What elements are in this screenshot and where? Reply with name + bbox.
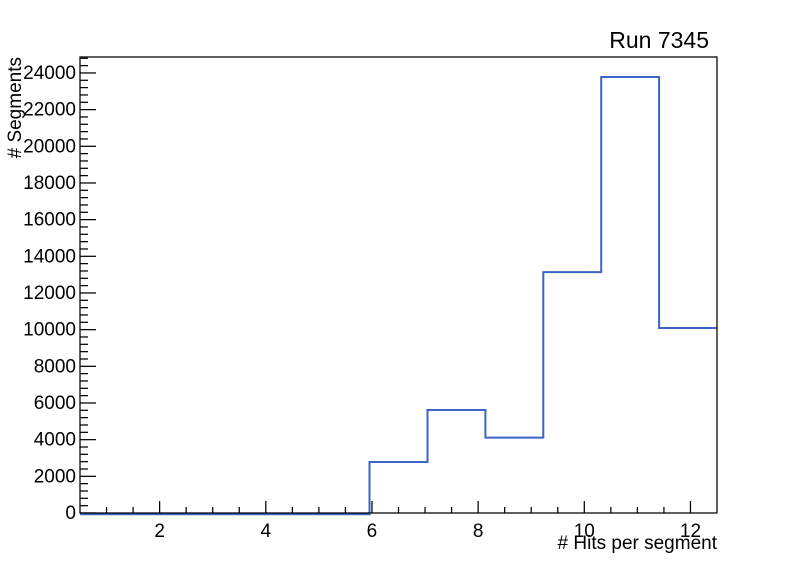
x-axis-title: # Hits per segment <box>558 533 718 554</box>
y-tick-label: 2000 <box>34 466 76 487</box>
y-axis-title: # Segments <box>5 57 26 158</box>
y-tick-label: 0 <box>65 503 76 524</box>
y-tick-label: 12000 <box>23 283 76 304</box>
y-tick-label: 8000 <box>34 356 76 377</box>
y-tick-label: 18000 <box>23 173 76 194</box>
y-tick-label: 10000 <box>23 320 76 341</box>
y-tick-label: 4000 <box>34 430 76 451</box>
x-tick-label: 12 <box>680 521 701 542</box>
x-tick-label: 2 <box>154 521 165 542</box>
y-tick-label: 14000 <box>23 246 76 267</box>
y-tick-label: 6000 <box>34 393 76 414</box>
y-tick-label: 24000 <box>23 63 76 84</box>
plot-frame <box>79 56 718 514</box>
x-tick-label: 8 <box>473 521 484 542</box>
plot-title: Run 7345 <box>609 27 709 53</box>
plot-generated-content: 2 4 6 8 10 12 0 2000 4000 6000 8000 10000 12000 14000… <box>23 57 717 542</box>
x-tick-label: 6 <box>367 521 378 542</box>
y-tick-label: 16000 <box>23 210 76 231</box>
x-tick-label: 10 <box>574 521 595 542</box>
x-tick-label: 4 <box>261 521 272 542</box>
histogram-line <box>80 76 717 516</box>
y-tick-label: 22000 <box>23 100 76 121</box>
y-tick-label: 20000 <box>23 136 76 157</box>
